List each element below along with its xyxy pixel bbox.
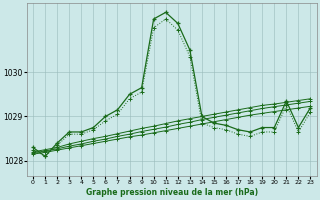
X-axis label: Graphe pression niveau de la mer (hPa): Graphe pression niveau de la mer (hPa)	[86, 188, 258, 197]
